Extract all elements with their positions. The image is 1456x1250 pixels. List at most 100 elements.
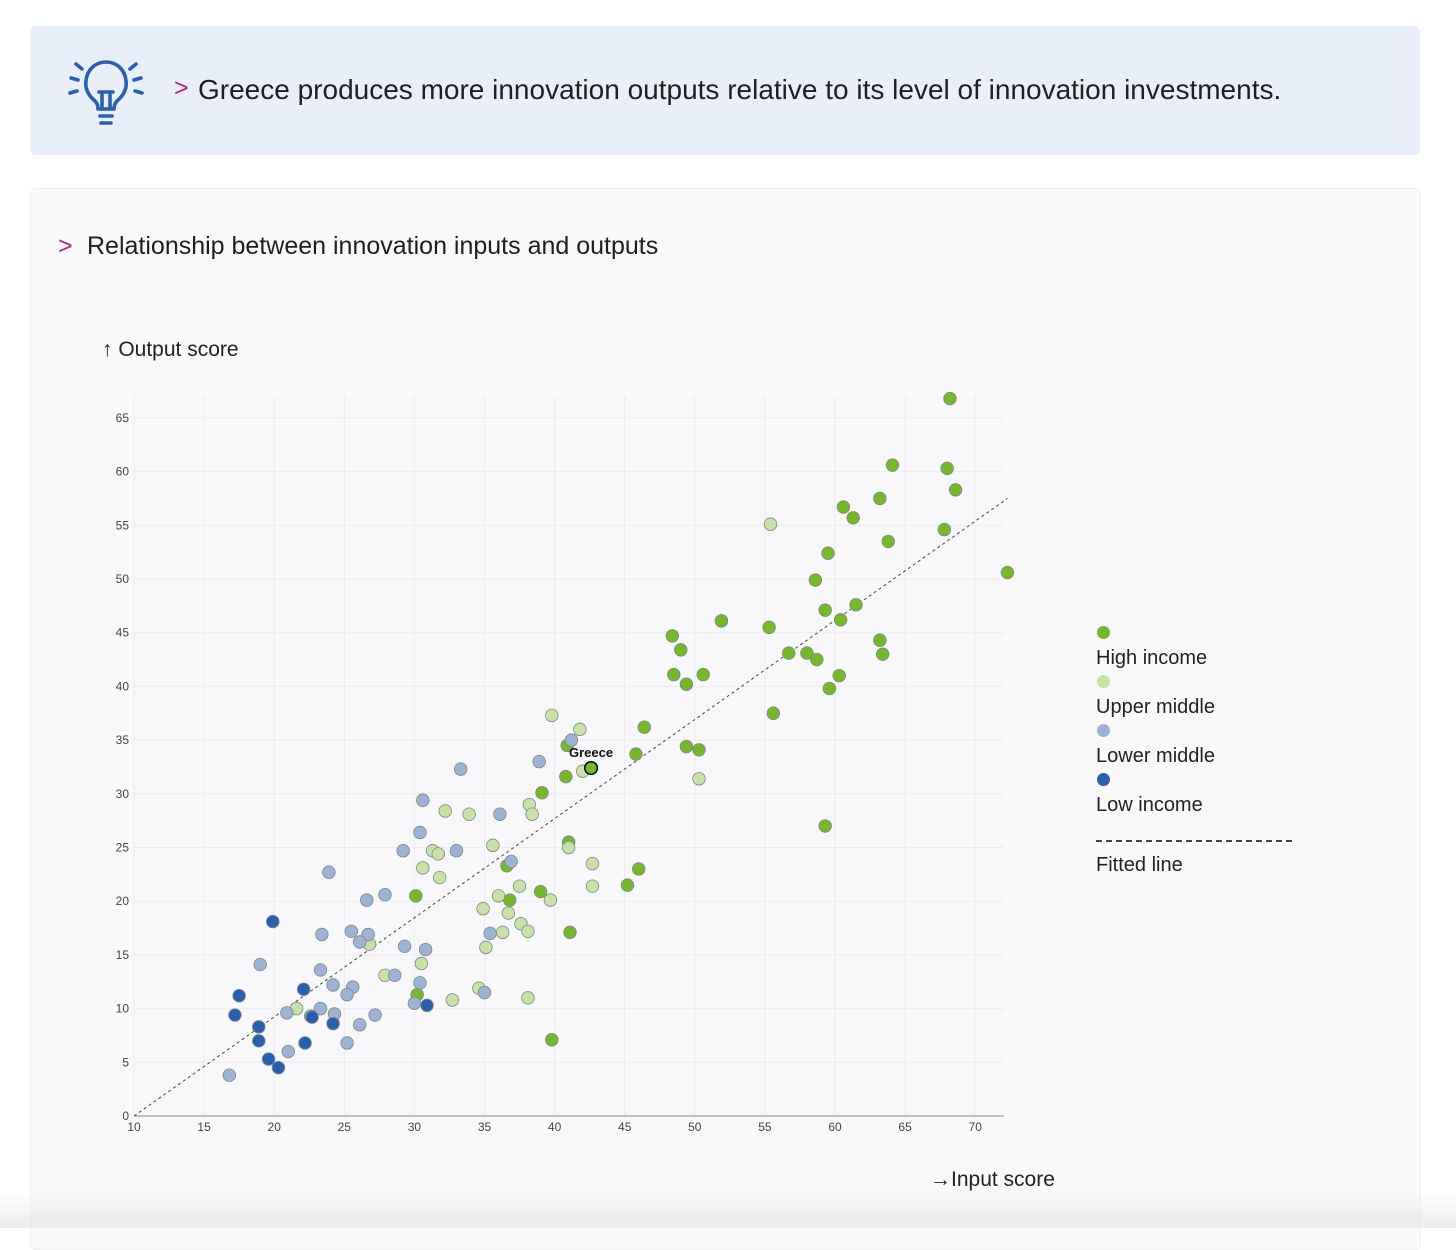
data-point[interactable] xyxy=(409,889,423,903)
data-point[interactable] xyxy=(315,927,329,942)
data-point[interactable] xyxy=(413,825,427,840)
data-point[interactable] xyxy=(543,893,558,907)
data-point[interactable] xyxy=(344,924,359,938)
data-point[interactable] xyxy=(585,879,600,893)
data-point[interactable] xyxy=(665,629,680,643)
data-point[interactable] xyxy=(762,620,776,635)
data-point[interactable] xyxy=(431,847,445,861)
data-point[interactable] xyxy=(252,1034,266,1048)
data-point[interactable] xyxy=(875,647,890,661)
greece-point[interactable] xyxy=(584,760,599,776)
data-point[interactable] xyxy=(477,985,492,1000)
data-point[interactable] xyxy=(521,991,535,1005)
data-point[interactable] xyxy=(252,1020,266,1034)
data-point[interactable] xyxy=(326,1016,340,1031)
data-point[interactable] xyxy=(822,681,837,696)
data-point[interactable] xyxy=(821,546,835,560)
data-point[interactable] xyxy=(674,643,688,657)
legend-fitted-label[interactable]: Fitted line xyxy=(1096,854,1183,876)
data-point[interactable] xyxy=(692,772,706,786)
data-point[interactable] xyxy=(504,854,518,869)
data-point[interactable] xyxy=(667,667,681,682)
data-point[interactable] xyxy=(800,646,814,660)
data-point[interactable] xyxy=(322,865,336,879)
data-point[interactable] xyxy=(766,706,781,720)
data-point[interactable] xyxy=(532,754,546,769)
data-point[interactable] xyxy=(261,1052,276,1066)
data-point[interactable] xyxy=(313,1001,328,1016)
data-point[interactable] xyxy=(313,963,328,977)
data-point[interactable] xyxy=(808,573,823,587)
data-point[interactable] xyxy=(491,889,506,903)
data-point[interactable] xyxy=(462,807,476,821)
data-point[interactable] xyxy=(397,939,412,954)
data-point[interactable] xyxy=(418,942,433,957)
data-point[interactable] xyxy=(388,968,402,983)
data-point[interactable] xyxy=(453,762,468,776)
data-point[interactable] xyxy=(305,1010,319,1024)
data-point[interactable] xyxy=(281,1044,295,1059)
data-point[interactable] xyxy=(353,1018,367,1032)
data-point[interactable] xyxy=(340,987,354,1002)
data-point[interactable] xyxy=(849,598,863,612)
data-point[interactable] xyxy=(818,603,832,617)
data-point[interactable] xyxy=(940,461,954,476)
data-point[interactable] xyxy=(525,807,539,821)
data-point[interactable] xyxy=(629,747,643,761)
data-point[interactable] xyxy=(232,989,246,1003)
data-point[interactable] xyxy=(432,870,447,885)
data-point[interactable] xyxy=(873,633,887,647)
data-point[interactable] xyxy=(832,668,846,683)
data-point[interactable] xyxy=(563,925,577,940)
data-point[interactable] xyxy=(438,804,452,818)
data-point[interactable] xyxy=(360,893,374,907)
data-point[interactable] xyxy=(512,879,527,893)
data-point[interactable] xyxy=(585,856,600,871)
data-point[interactable] xyxy=(810,652,824,667)
data-point[interactable] xyxy=(533,884,548,899)
data-point[interactable] xyxy=(353,935,367,949)
data-point[interactable] xyxy=(545,708,559,723)
data-point[interactable] xyxy=(846,511,860,525)
data-point[interactable] xyxy=(253,957,267,972)
data-point[interactable] xyxy=(1000,565,1015,580)
data-point[interactable] xyxy=(483,926,497,941)
data-point[interactable] xyxy=(763,517,778,531)
data-point[interactable] xyxy=(486,838,500,853)
data-point[interactable] xyxy=(266,914,280,929)
data-point[interactable] xyxy=(692,743,706,757)
data-point[interactable] xyxy=(228,1008,242,1022)
data-point[interactable] xyxy=(937,522,952,537)
data-point[interactable] xyxy=(943,391,957,406)
data-point[interactable] xyxy=(416,861,430,875)
data-point[interactable] xyxy=(445,993,459,1007)
data-point[interactable] xyxy=(679,677,694,691)
data-point[interactable] xyxy=(535,786,549,800)
data-point[interactable] xyxy=(561,840,576,855)
data-point[interactable] xyxy=(296,982,311,996)
data-point[interactable] xyxy=(833,613,848,627)
data-point[interactable] xyxy=(476,902,490,916)
data-point[interactable] xyxy=(714,614,729,628)
data-point[interactable] xyxy=(496,925,510,940)
data-point[interactable] xyxy=(545,1033,559,1047)
data-point[interactable] xyxy=(836,500,851,514)
data-point[interactable] xyxy=(361,927,375,942)
data-point[interactable] xyxy=(564,733,579,747)
data-point[interactable] xyxy=(881,534,895,549)
data-point[interactable] xyxy=(559,769,573,784)
data-point[interactable] xyxy=(449,844,464,858)
data-point[interactable] xyxy=(493,807,507,821)
data-point[interactable] xyxy=(280,1006,294,1020)
data-point[interactable] xyxy=(416,793,430,807)
data-point[interactable] xyxy=(948,483,963,497)
data-point[interactable] xyxy=(413,976,427,990)
data-point[interactable] xyxy=(414,956,429,971)
data-point[interactable] xyxy=(885,458,900,472)
data-point[interactable] xyxy=(521,924,535,938)
data-point[interactable] xyxy=(782,646,796,660)
data-point[interactable] xyxy=(222,1068,237,1082)
data-point[interactable] xyxy=(326,978,340,992)
data-point[interactable] xyxy=(420,998,434,1013)
data-point[interactable] xyxy=(378,888,392,902)
